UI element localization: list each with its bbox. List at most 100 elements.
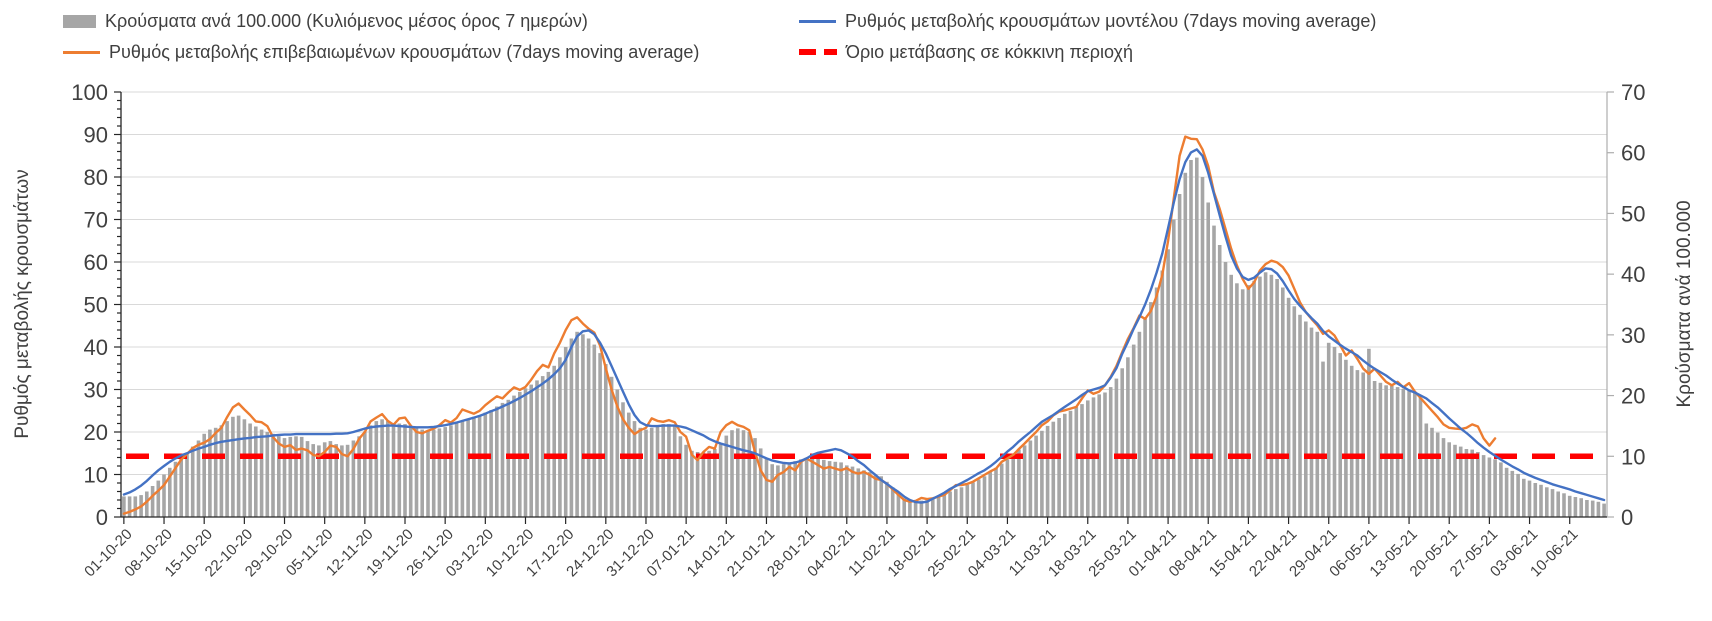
bar bbox=[1453, 444, 1457, 518]
bar bbox=[1206, 202, 1210, 517]
bar bbox=[1332, 347, 1337, 517]
bar bbox=[196, 440, 201, 517]
bar bbox=[609, 376, 614, 518]
bar bbox=[1240, 289, 1245, 517]
bar bbox=[345, 444, 350, 518]
bar bbox=[236, 415, 241, 517]
bar bbox=[1252, 280, 1256, 517]
legend-label-cases-bars: Κρούσματα ανά 100.000 (Κυλιόμενος μέσος … bbox=[105, 11, 588, 31]
bar bbox=[145, 491, 149, 517]
bar bbox=[1126, 357, 1130, 517]
bar bbox=[994, 467, 998, 517]
bar bbox=[667, 424, 671, 517]
bar bbox=[1022, 445, 1027, 517]
bar bbox=[294, 436, 298, 518]
svg-text:90: 90 bbox=[84, 123, 108, 148]
bar bbox=[1401, 388, 1406, 517]
bar bbox=[1487, 457, 1492, 517]
bar bbox=[168, 467, 172, 517]
bar bbox=[1281, 287, 1285, 517]
bar bbox=[231, 416, 235, 517]
bar bbox=[638, 427, 642, 518]
bar bbox=[1585, 500, 1589, 517]
bar bbox=[908, 500, 912, 517]
bar bbox=[305, 441, 310, 517]
bar bbox=[340, 445, 344, 517]
bar bbox=[655, 425, 660, 517]
bar bbox=[449, 425, 453, 517]
bar bbox=[569, 338, 574, 517]
bar bbox=[1229, 274, 1233, 518]
bar bbox=[644, 429, 648, 517]
bar bbox=[999, 463, 1004, 517]
bar bbox=[804, 457, 809, 517]
bar bbox=[1292, 306, 1297, 517]
bar bbox=[1309, 327, 1314, 517]
bar bbox=[563, 347, 568, 517]
bar bbox=[1074, 407, 1079, 517]
bar bbox=[472, 416, 476, 517]
bar bbox=[925, 500, 929, 517]
bar bbox=[190, 446, 195, 517]
bar bbox=[426, 430, 430, 517]
bar bbox=[454, 423, 459, 517]
bar bbox=[1183, 172, 1188, 518]
bar bbox=[1522, 478, 1526, 518]
bar bbox=[954, 489, 958, 517]
bar bbox=[1200, 177, 1205, 517]
bar bbox=[707, 450, 711, 517]
bar bbox=[793, 461, 797, 517]
bar bbox=[1160, 270, 1165, 517]
bar bbox=[1223, 262, 1228, 517]
svg-text:0: 0 bbox=[96, 505, 108, 530]
legend-label-model-line: Ρυθμός μεταβολής κρουσμάτων μοντέλου (7d… bbox=[845, 11, 1377, 31]
bar bbox=[1470, 449, 1474, 517]
bar bbox=[1435, 432, 1440, 517]
bar bbox=[535, 380, 539, 517]
red-dashed-line-icon bbox=[799, 49, 837, 55]
bar bbox=[414, 428, 419, 517]
bar bbox=[770, 464, 774, 517]
bar bbox=[1602, 503, 1606, 517]
bar bbox=[896, 493, 901, 517]
bar bbox=[873, 474, 878, 517]
bar bbox=[523, 388, 528, 517]
bar bbox=[179, 456, 183, 517]
bar bbox=[1567, 495, 1572, 518]
bar bbox=[845, 465, 849, 517]
bar bbox=[483, 412, 488, 517]
bar bbox=[713, 449, 717, 517]
svg-text:60: 60 bbox=[84, 250, 108, 275]
bar bbox=[122, 496, 126, 517]
bar bbox=[758, 448, 763, 517]
bar bbox=[213, 427, 218, 518]
orange-line-icon bbox=[63, 50, 100, 54]
bar bbox=[133, 496, 138, 517]
bar bbox=[1395, 387, 1400, 517]
legend-item-cases-bars: Κρούσματα ανά 100.000 (Κυλιόμενος μέσος … bbox=[63, 10, 588, 32]
bar bbox=[747, 432, 752, 517]
cases-bars bbox=[122, 157, 1606, 518]
svg-text:40: 40 bbox=[1621, 262, 1645, 287]
bar bbox=[558, 357, 562, 517]
bar bbox=[856, 468, 861, 517]
bar bbox=[408, 427, 413, 517]
bar bbox=[621, 402, 625, 518]
bar bbox=[1068, 410, 1073, 518]
bar bbox=[271, 433, 275, 517]
bar bbox=[839, 462, 843, 517]
svg-text:80: 80 bbox=[84, 165, 108, 190]
bar bbox=[391, 423, 396, 517]
bar bbox=[1212, 225, 1216, 517]
bar bbox=[443, 427, 447, 517]
svg-text:30: 30 bbox=[1621, 323, 1645, 348]
bar bbox=[982, 476, 987, 517]
bar bbox=[299, 436, 304, 517]
right-axis-title: Κρούσματα ανά 100.000 bbox=[1674, 200, 1695, 407]
bar bbox=[1447, 442, 1451, 517]
svg-text:0: 0 bbox=[1621, 505, 1633, 530]
bar bbox=[219, 425, 224, 517]
bar bbox=[764, 458, 769, 517]
svg-text:20: 20 bbox=[1621, 384, 1645, 409]
